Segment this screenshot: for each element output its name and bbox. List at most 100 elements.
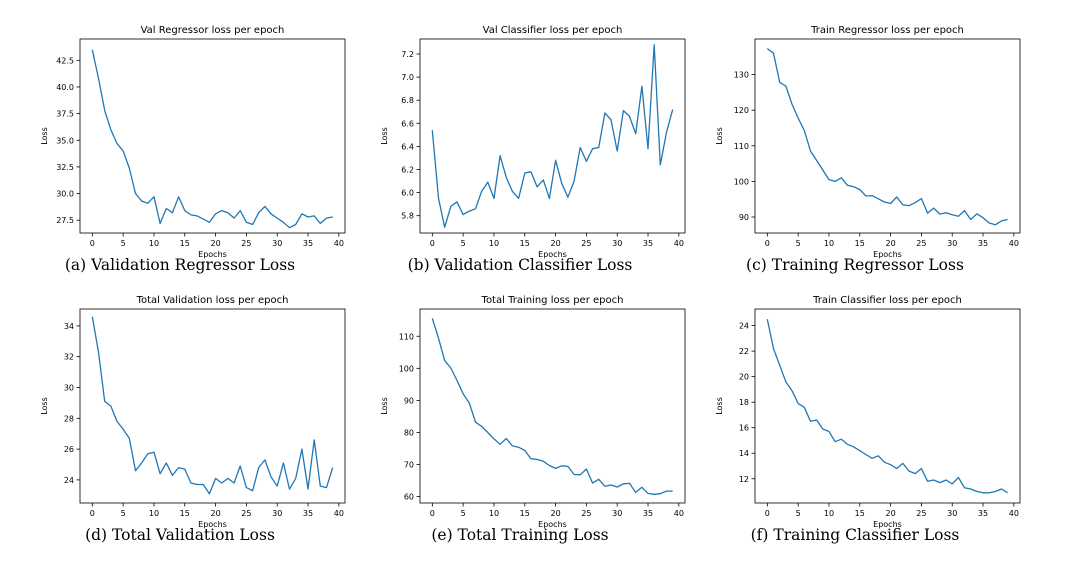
data-point [580, 147, 581, 148]
figure-caption: (c) Training Regressor Loss [746, 256, 964, 274]
data-point [970, 488, 971, 489]
data-point [227, 212, 228, 213]
data-point [989, 222, 990, 223]
y-tick-label: 130 [734, 71, 749, 80]
data-point [438, 338, 439, 339]
data-point [604, 486, 605, 487]
y-tick-label: 6.8 [401, 96, 414, 105]
data-point [586, 468, 587, 469]
data-point [190, 482, 191, 483]
x-tick-label: 35 [643, 239, 653, 248]
data-point [153, 196, 154, 197]
data-point [555, 468, 556, 469]
data-point [672, 491, 673, 492]
data-point [927, 481, 928, 482]
data-point [543, 461, 544, 462]
data-point [320, 485, 321, 486]
data-point [506, 177, 507, 178]
x-tick-label: 40 [1009, 509, 1019, 518]
data-point [512, 191, 513, 192]
data-point [828, 431, 829, 432]
line-chart: Val Regressor loss per epoch 0 5 10 15 20 25 30… [40, 25, 346, 259]
data-point [641, 487, 642, 488]
x-tick-label: 40 [334, 509, 344, 518]
data-point [623, 110, 624, 111]
x-tick-label: 30 [612, 239, 622, 248]
data-point [798, 403, 799, 404]
data-point [326, 487, 327, 488]
x-tick-label: 35 [978, 239, 988, 248]
data-point [227, 478, 228, 479]
data-point [958, 216, 959, 217]
data-point [438, 198, 439, 199]
x-tick-label: 40 [674, 239, 684, 248]
data-point [432, 130, 433, 131]
data-point [469, 402, 470, 403]
data-point [258, 467, 259, 468]
data-point [123, 150, 124, 151]
loss-series-line [91, 316, 334, 495]
data-point [567, 466, 568, 467]
data-point [141, 200, 142, 201]
data-point [921, 198, 922, 199]
figure-caption: (b) Validation Classifier Loss [407, 256, 633, 274]
data-point [976, 491, 977, 492]
x-tick-label: 5 [461, 509, 466, 518]
x-tick-label: 0 [430, 509, 435, 518]
x-axis-label: Epochs [198, 250, 227, 259]
data-point [252, 224, 253, 225]
data-point [767, 319, 768, 320]
x-tick-label: 20 [885, 239, 895, 248]
data-point [129, 438, 130, 439]
data-point [617, 486, 618, 487]
data-point [804, 130, 805, 131]
data-point [270, 476, 271, 477]
x-tick-label: 25 [916, 239, 926, 248]
data-point [915, 473, 916, 474]
y-tick-label: 6.2 [401, 165, 414, 174]
y-tick-label: 35.0 [56, 136, 74, 145]
y-axis-label: Loss [715, 127, 724, 145]
chart-title: Val Regressor loss per epoch [141, 25, 285, 36]
data-point [617, 150, 618, 151]
data-point [989, 492, 990, 493]
data-point [196, 484, 197, 485]
data-point [463, 214, 464, 215]
data-point [524, 450, 525, 451]
data-point [933, 207, 934, 208]
data-point [320, 223, 321, 224]
loss-series-line [431, 44, 674, 228]
data-point [927, 212, 928, 213]
data-point [277, 217, 278, 218]
line-chart: Total Training loss per epoch 0 5 10 15 20 25 3… [380, 295, 686, 529]
line-chart: Val Classifier loss per epoch 0 5 10 15 20 25 3… [380, 25, 686, 259]
x-tick-label: 40 [334, 239, 344, 248]
x-tick-label: 40 [1009, 239, 1019, 248]
chart-title: Train Classifier loss per epoch [812, 295, 962, 306]
y-tick-label: 7.0 [401, 73, 414, 82]
x-tick-label: 0 [430, 239, 435, 248]
data-point [773, 53, 774, 54]
data-point [450, 367, 451, 368]
x-tick-label: 5 [796, 239, 801, 248]
data-point [209, 493, 210, 494]
data-point [270, 213, 271, 214]
data-point [847, 185, 848, 186]
data-point [945, 212, 946, 213]
y-tick-label: 32 [64, 353, 74, 362]
x-tick-label: 15 [180, 509, 190, 518]
data-point [215, 213, 216, 214]
data-point [896, 196, 897, 197]
plot-frame [419, 308, 686, 504]
data-point [610, 119, 611, 120]
data-point [816, 160, 817, 161]
line-chart: Total Validation loss per epoch 0 5 10 15 20 2… [40, 295, 346, 529]
x-tick-label: 0 [765, 239, 770, 248]
data-point [104, 401, 105, 402]
y-tick-label: 27.5 [56, 216, 74, 225]
y-axis-label: Loss [380, 397, 389, 415]
data-point [822, 169, 823, 170]
y-tick-label: 30.0 [56, 190, 74, 199]
data-point [623, 483, 624, 484]
x-axis-label: Epochs [538, 520, 567, 529]
